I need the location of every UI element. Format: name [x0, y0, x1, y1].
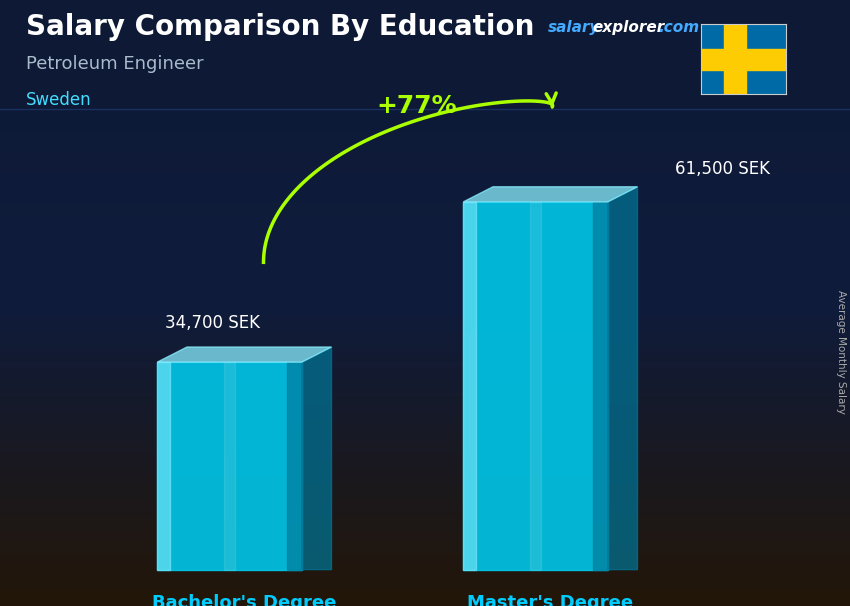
Text: 34,700 SEK: 34,700 SEK — [165, 314, 260, 332]
Text: Petroleum Engineer: Petroleum Engineer — [26, 55, 203, 73]
Text: Master's Degree: Master's Degree — [468, 594, 633, 606]
Bar — [593, 202, 608, 570]
Text: explorer: explorer — [592, 20, 665, 35]
Polygon shape — [608, 187, 638, 570]
Bar — [287, 362, 302, 570]
Text: .com: .com — [659, 20, 700, 35]
Bar — [463, 202, 476, 570]
Bar — [701, 48, 786, 70]
Bar — [157, 362, 170, 570]
Bar — [157, 362, 302, 570]
Text: Sweden: Sweden — [26, 91, 91, 109]
Text: Bachelor's Degree: Bachelor's Degree — [152, 594, 337, 606]
Text: Average Monthly Salary: Average Monthly Salary — [836, 290, 846, 413]
Bar — [463, 202, 608, 570]
Polygon shape — [157, 347, 332, 362]
Polygon shape — [463, 187, 638, 202]
Bar — [0, 0, 850, 109]
Polygon shape — [302, 347, 332, 570]
Bar — [224, 362, 235, 570]
Text: Salary Comparison By Education: Salary Comparison By Education — [26, 13, 534, 41]
Text: +77%: +77% — [377, 94, 456, 118]
Text: 61,500 SEK: 61,500 SEK — [675, 159, 770, 178]
Bar — [530, 202, 541, 570]
Text: salary: salary — [548, 20, 601, 35]
Bar — [724, 24, 746, 94]
